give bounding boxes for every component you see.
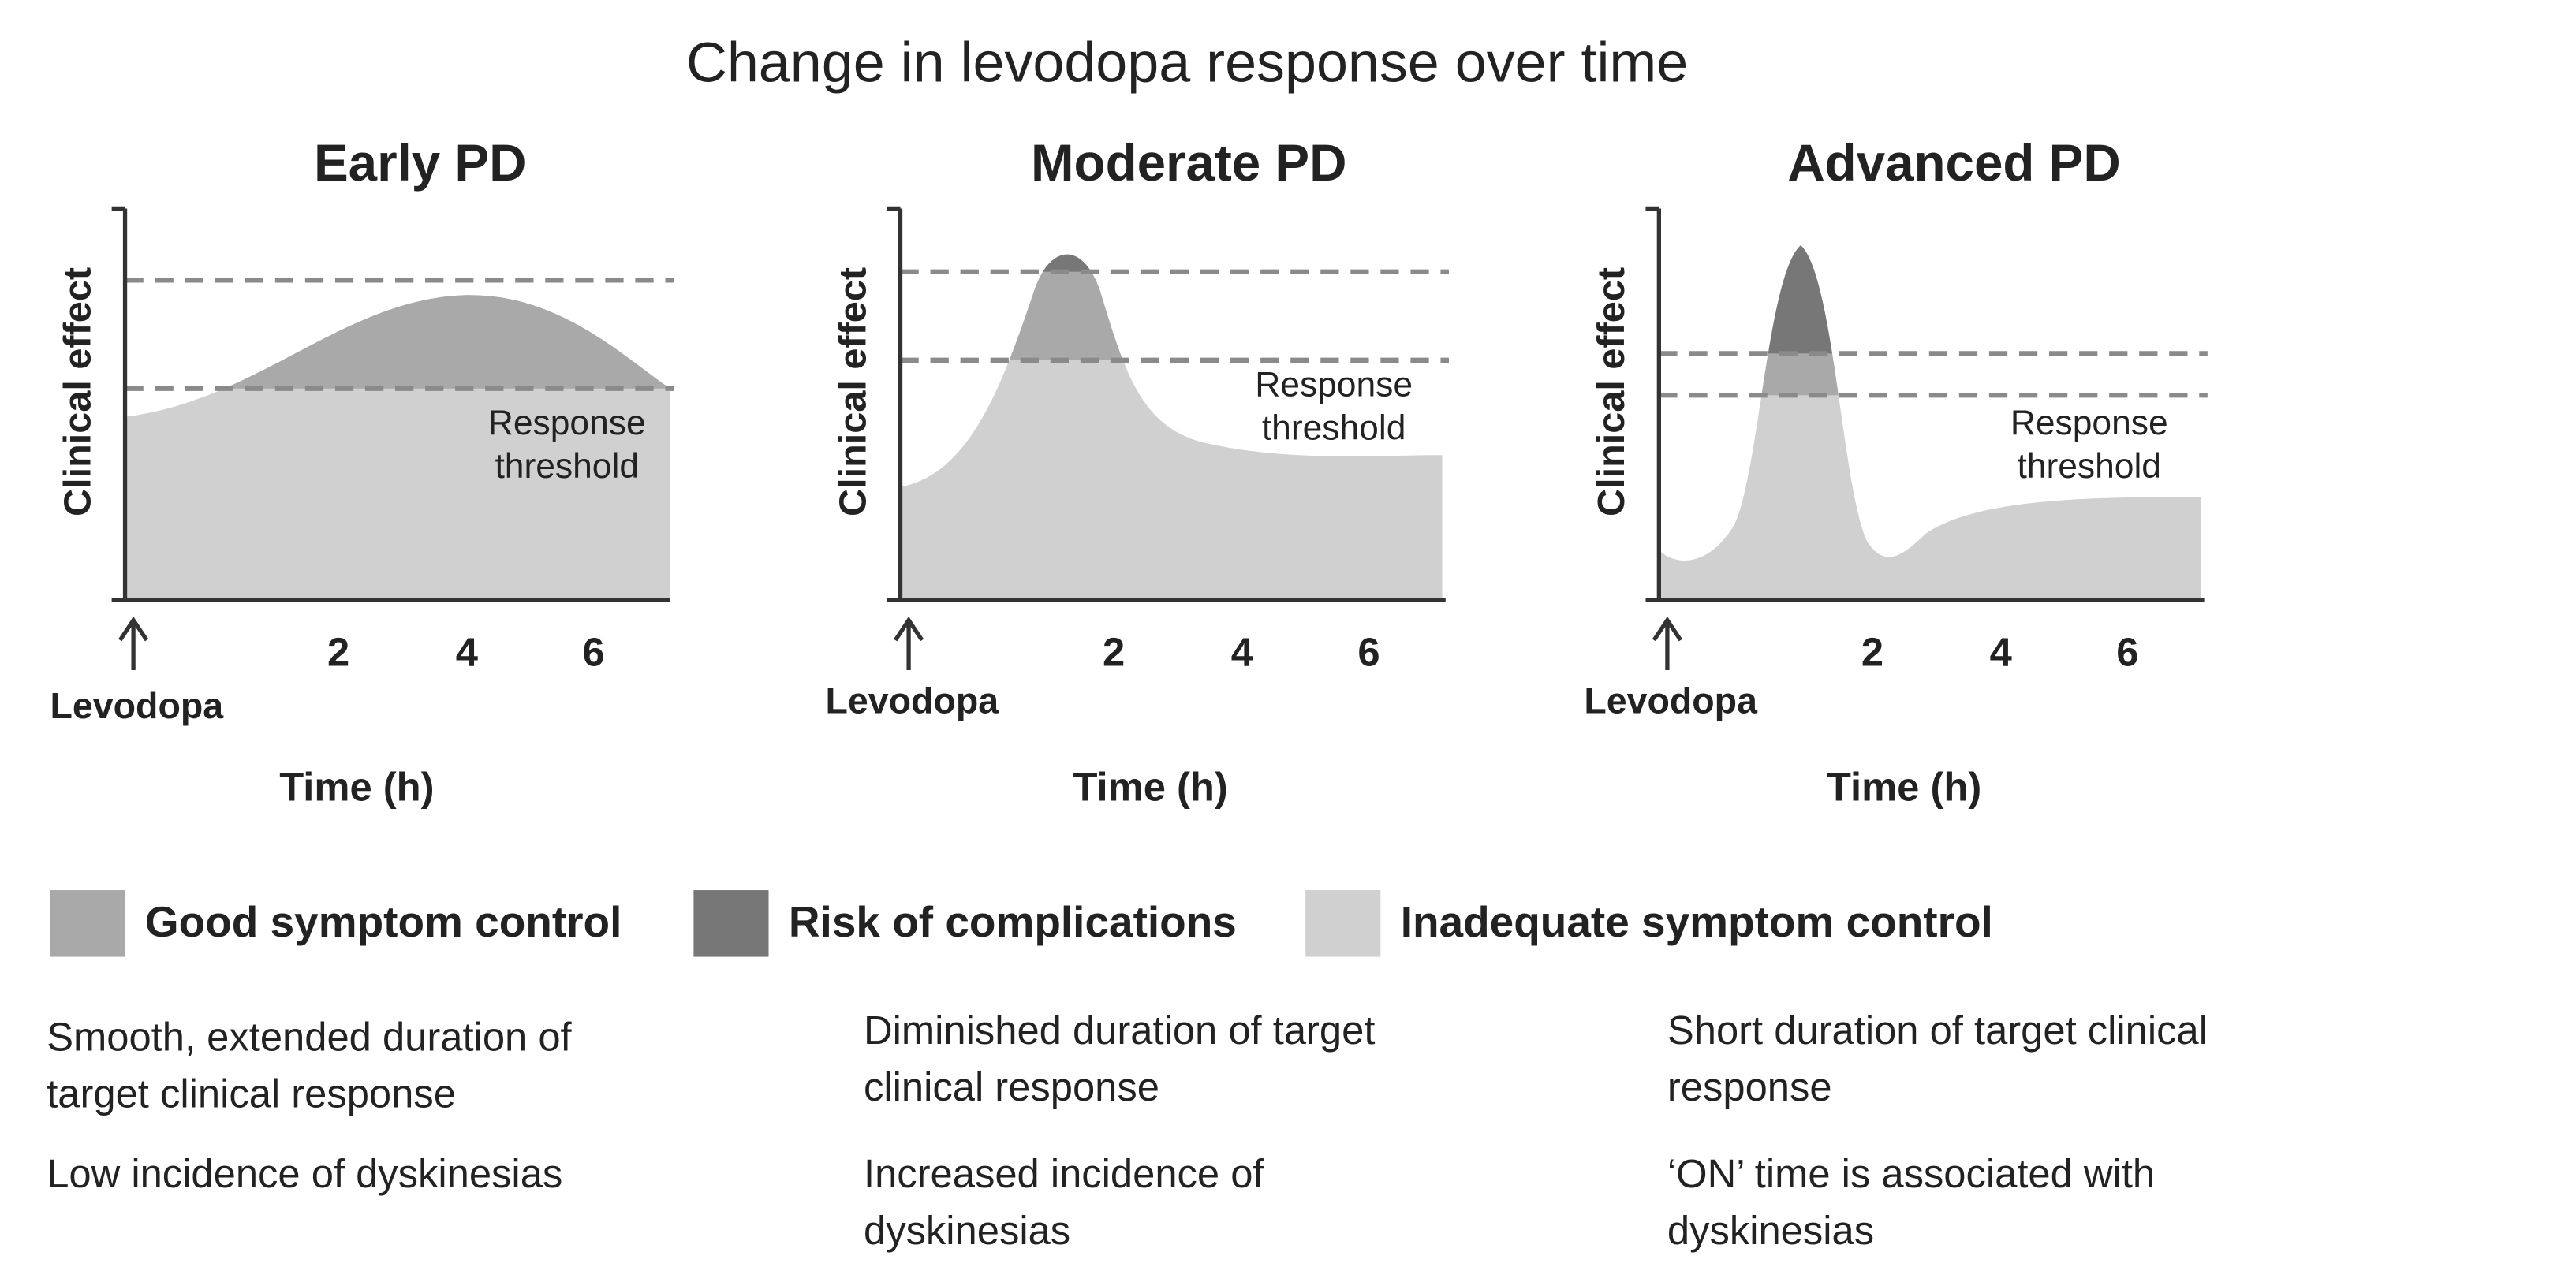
x-tick-label: 4 [1231,629,1253,674]
risk-area [1043,254,1092,272]
legend-label: Good symptom control [145,897,622,946]
x-axis-label: Time (h) [1827,765,1981,810]
panel: Response threshold 2 4 6 [1645,206,2208,674]
good-area [224,295,670,389]
panel: Response threshold 2 4 6 [887,206,1449,674]
x-axis-label: Time (h) [1073,765,1227,810]
x-tick-label: 6 [2116,629,2138,674]
y-axis-label: Clinical effect [831,267,874,516]
threshold-label: Response [488,404,646,442]
x-tick-label: 6 [1357,629,1379,674]
note-text: dyskinesias [864,1208,1070,1253]
x-tick-label: 2 [327,629,349,674]
note-text: dyskinesias [1667,1208,1874,1253]
y-axis-label: Clinical effect [1590,267,1633,516]
panel-title: Early PD [314,134,526,192]
figure-title: Change in levodopa response over time [686,32,1688,95]
x-tick-label: 4 [456,629,478,674]
threshold-label: threshold [495,447,639,486]
dose-arrowhead [1652,616,1683,642]
dose-arrowhead [893,616,924,642]
legend-swatch [693,890,769,957]
note-text: clinical response [864,1064,1159,1109]
panel-title: Moderate PD [1031,134,1346,192]
x-tick-label: 2 [1861,629,1883,674]
dose-arrowhead [118,616,149,642]
note-text: Diminished duration of target [864,1008,1375,1053]
dose-label: Levodopa [50,685,225,726]
x-tick-label: 2 [1103,629,1125,674]
note-text: Smooth, extended duration of [47,1015,572,1060]
legend-label: Risk of complications [789,897,1237,946]
note-text: Short duration of target clinical [1667,1008,2208,1053]
legend-swatch [50,890,125,957]
threshold-label: threshold [2017,447,2161,486]
good-area [1761,353,1839,396]
note-text: Increased incidence of [864,1151,1264,1196]
panel-title: Advanced PD [1787,134,2120,192]
legend-swatch [1305,890,1381,957]
x-tick-label: 4 [1990,629,2012,674]
risk-area [1768,244,1832,354]
note-text: target clinical response [47,1071,456,1116]
good-area [1009,271,1123,360]
x-tick-label: 6 [582,629,604,674]
y-axis-label: Clinical effect [56,267,99,516]
note-text: response [1667,1064,1832,1109]
threshold-label: Response [1255,365,1413,404]
x-axis-label: Time (h) [279,765,434,810]
dose-label: Levodopa [1584,680,1758,721]
note-text: Low incidence of dyskinesias [47,1151,562,1196]
legend-label: Inadequate symptom control [1401,897,1993,946]
dose-label: Levodopa [826,680,1000,721]
threshold-label: threshold [1262,408,1406,447]
note-text: ‘ON’ time is associated with [1667,1151,2155,1196]
threshold-label: Response [2010,404,2168,442]
panel: Response threshold 2 4 6 [111,206,674,674]
